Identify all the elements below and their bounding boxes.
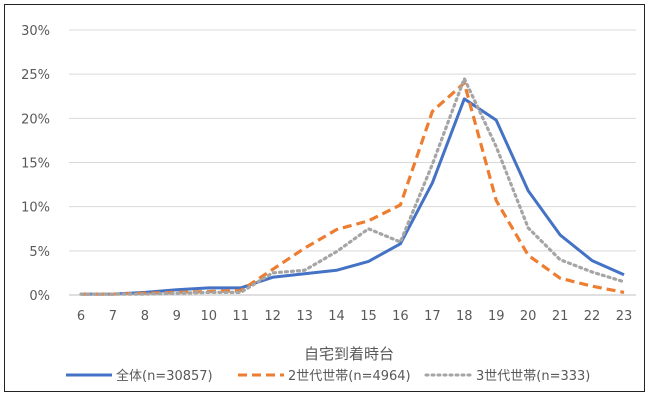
legend-label: 2世代世帯(n=4964) [288, 369, 411, 384]
y-tick-label: 10% [21, 201, 50, 216]
x-tick-label: 17 [424, 309, 441, 324]
legend-label: 3世代世帯(n=333) [476, 369, 590, 384]
x-axis-title: 自宅到着時台 [304, 345, 394, 363]
y-tick-label: 25% [21, 68, 50, 83]
x-tick-label: 15 [360, 309, 377, 324]
x-tick-label: 14 [328, 309, 345, 324]
y-tick-label: 30% [21, 24, 50, 39]
legend-label: 全体(n=30857) [116, 368, 213, 384]
x-tick-label: 6 [77, 309, 85, 324]
x-tick-label: 13 [296, 309, 313, 324]
x-tick-label: 16 [392, 309, 409, 324]
series-lines [79, 76, 626, 296]
x-tick-label: 12 [264, 309, 281, 324]
series-line [79, 76, 626, 296]
y-tick-label: 5% [29, 245, 50, 260]
x-tick-label: 23 [616, 309, 633, 324]
x-tick-label: 19 [488, 309, 505, 324]
gridlines [69, 29, 636, 296]
x-tick-label: 20 [520, 309, 537, 324]
chart-frame [4, 4, 645, 392]
x-tick-label: 21 [552, 309, 569, 324]
y-tick-label: 20% [21, 112, 50, 127]
series-line [81, 97, 625, 296]
x-tick-label: 11 [232, 309, 249, 324]
x-tick-label: 22 [584, 309, 601, 324]
y-tick-label: 0% [29, 289, 50, 304]
x-tick-label: 9 [173, 309, 181, 324]
legend: 全体(n=30857) 2世代世帯(n=4964) 3世代世帯(n=333) [66, 368, 590, 384]
x-axis-ticks: 6 7 8 9 10 11 12 13 14 15 16 17 18 19 20 21 22 23 [77, 309, 632, 324]
x-tick-label: 8 [141, 309, 149, 324]
series-line [81, 81, 625, 296]
y-tick-label: 15% [21, 157, 50, 172]
x-tick-label: 10 [200, 309, 217, 324]
y-axis-ticks: 0% 5% 10% 15% 20% 25% 30% [21, 24, 50, 304]
x-tick-label: 7 [109, 309, 117, 324]
x-tick-label: 18 [456, 309, 473, 324]
